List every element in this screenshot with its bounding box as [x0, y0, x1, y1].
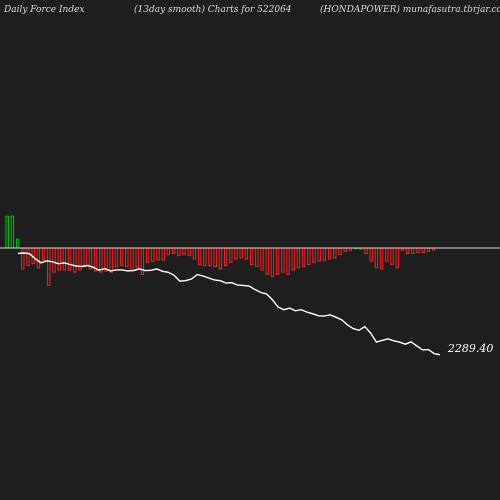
force-bar [411, 247, 415, 254]
force-bar [145, 247, 150, 263]
force-bar [135, 247, 139, 269]
force-bar [223, 247, 228, 267]
chart-title-left: Daily Force Index [4, 5, 85, 15]
force-bar [67, 247, 72, 271]
force-bar [270, 247, 275, 278]
force-bar [52, 247, 56, 273]
force-bar [390, 247, 394, 265]
force-bar [151, 247, 155, 262]
force-bar [296, 247, 301, 269]
force-bar [364, 247, 368, 254]
force-bar [333, 247, 337, 259]
force-bar [83, 247, 87, 268]
force-bar [338, 247, 342, 256]
force-bar [265, 247, 269, 275]
force-bar [301, 247, 306, 268]
force-bar [369, 247, 373, 262]
force-bar [41, 247, 46, 261]
force-bar [5, 215, 9, 249]
force-bar [322, 247, 327, 261]
force-bar [307, 247, 311, 265]
force-bar [26, 247, 30, 267]
force-bar [130, 247, 134, 271]
force-bar [104, 247, 108, 272]
force-bar [119, 247, 124, 267]
force-bar [239, 247, 243, 259]
force-bar [109, 247, 113, 273]
force-bar [171, 247, 176, 254]
force-index-bars [5, 215, 436, 286]
force-bar [275, 247, 280, 275]
force-bar [57, 247, 61, 271]
force-bar [21, 247, 25, 270]
force-bar [229, 247, 233, 263]
force-bar [36, 247, 41, 269]
force-bar [317, 247, 321, 262]
force-bar [249, 247, 254, 265]
force-bar [379, 247, 384, 270]
force-bar [395, 247, 399, 269]
force-bar [213, 247, 217, 268]
force-bar [281, 247, 285, 273]
force-bar [15, 238, 20, 249]
force-bar [374, 247, 379, 269]
force-bar [255, 247, 259, 268]
force-bar [291, 247, 295, 271]
force-bar [244, 247, 249, 260]
force-bar [286, 247, 290, 275]
force-bar [421, 247, 425, 253]
force-bar [208, 247, 212, 267]
force-bar [73, 247, 77, 273]
force-bar [125, 247, 129, 268]
force-bar [192, 247, 197, 260]
force-bar [385, 247, 389, 262]
chart-title-center: (13day smooth) Charts for 522064 [134, 5, 292, 15]
force-bar [182, 247, 186, 256]
force-bar [327, 247, 332, 260]
force-bar [187, 247, 191, 257]
force-bar [156, 247, 160, 261]
force-bar [177, 247, 181, 257]
force-bar [166, 247, 171, 256]
force-bar [203, 247, 207, 267]
force-bar [99, 247, 103, 273]
force-bar [405, 247, 410, 254]
force-bar [10, 215, 15, 249]
force-bar [416, 247, 420, 253]
force-bar [114, 247, 119, 268]
chart-title-right: (HONDAPOWER) munafasutra.tbrjar.com [320, 5, 500, 15]
price-line [17, 252, 441, 356]
force-bar [161, 247, 165, 261]
last-price-label: 2289.40 [447, 342, 494, 355]
force-bar [312, 247, 316, 263]
force-bar [197, 247, 202, 265]
force-bar [234, 247, 238, 260]
force-bar [47, 247, 51, 286]
force-bar [260, 247, 264, 271]
force-bar [218, 247, 223, 270]
force-bar [62, 247, 67, 271]
